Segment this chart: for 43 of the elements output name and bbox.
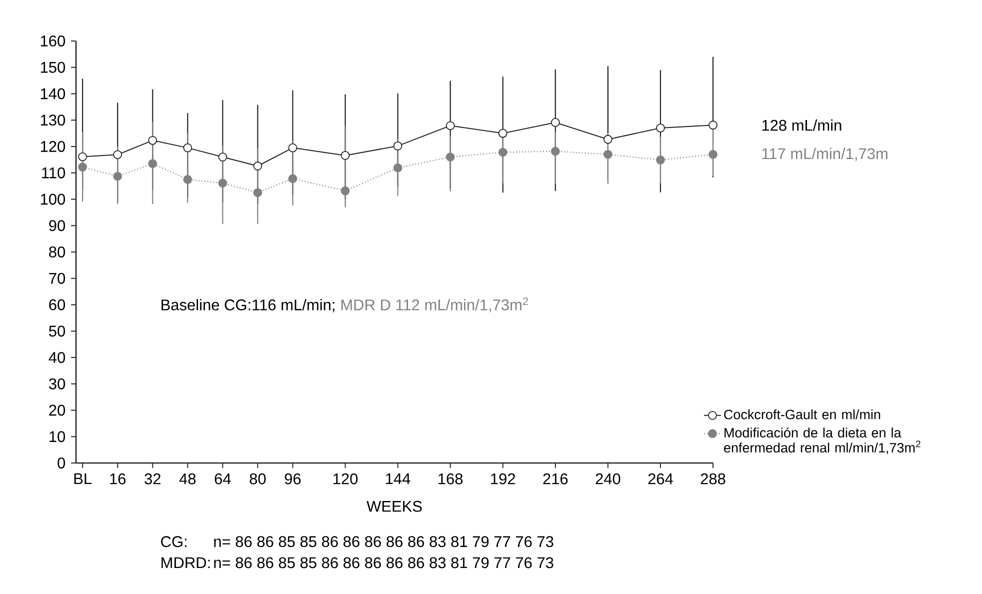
- text: 128 mL/min: [762, 119, 842, 131]
- y-tick-label: 110: [42, 167, 66, 178]
- x-tick-label: 144: [386, 473, 410, 484]
- y-tick-label: 50: [49, 326, 66, 337]
- y-tick-label: 20: [49, 404, 66, 416]
- y-tick-label: 90: [49, 220, 66, 232]
- y-tick-label: 10: [50, 431, 66, 442]
- y-tick-label: 130: [40, 114, 66, 126]
- y-tick-label: 120: [40, 140, 66, 152]
- x-tick-label: 192: [491, 473, 516, 484]
- text: MDRD:: [162, 557, 210, 568]
- annotation: MDR D 112 mL/min/1,73m$^{2}$: [341, 297, 528, 312]
- y-tick-label: 80: [49, 246, 66, 258]
- legend-label: Modificación de la dieta en la enfermedad renal ml/min/1,73m$^{2}$: [724, 427, 920, 454]
- x-tick-label: 288: [700, 473, 726, 484]
- x-tick-label: 264: [648, 473, 673, 484]
- y-tick-label: 70: [49, 272, 66, 284]
- text: n= 86 86 85 85 86 86 86 86 86 83 81 79 77 76 73: [214, 557, 554, 568]
- x-tick-label: 120: [334, 473, 358, 484]
- x-tick-label: 96: [284, 473, 301, 484]
- x-tick-label: 240: [596, 473, 620, 484]
- x-tick-label: 216: [543, 473, 568, 484]
- y-tick-label: 0: [58, 457, 66, 468]
- y-tick-label: 30: [48, 378, 66, 390]
- y-tick-label: 100: [40, 194, 66, 205]
- y-tick-label: 150: [40, 62, 66, 73]
- y-tick-label: 40: [48, 352, 66, 363]
- annotation: Baseline CG:116 mL/min;: [162, 298, 334, 312]
- x-tick-label: 32: [144, 473, 160, 484]
- y-tick-label: 60: [49, 299, 66, 310]
- y-tick-label: 140: [40, 88, 66, 100]
- x-tick-label: 168: [438, 473, 463, 484]
- x-tick-label: 64: [214, 473, 231, 484]
- y-tick-label: 160: [40, 35, 66, 46]
- legend-label: Cockcroft-Gault en ml/min: [724, 409, 880, 420]
- x-tick-label: 48: [179, 473, 196, 484]
- x-tick-label: 80: [250, 473, 266, 484]
- x-tick-label: BL: [74, 473, 92, 484]
- x-tick-label: 16: [110, 473, 126, 484]
- text: 117 mL/min/1,73m: [762, 148, 888, 162]
- text: n= 86 86 85 85 86 86 86 86 86 83 81 79 77 76 73: [214, 536, 554, 548]
- x-axis-title: WEEKS: [366, 500, 422, 512]
- text: CG:: [161, 536, 186, 548]
